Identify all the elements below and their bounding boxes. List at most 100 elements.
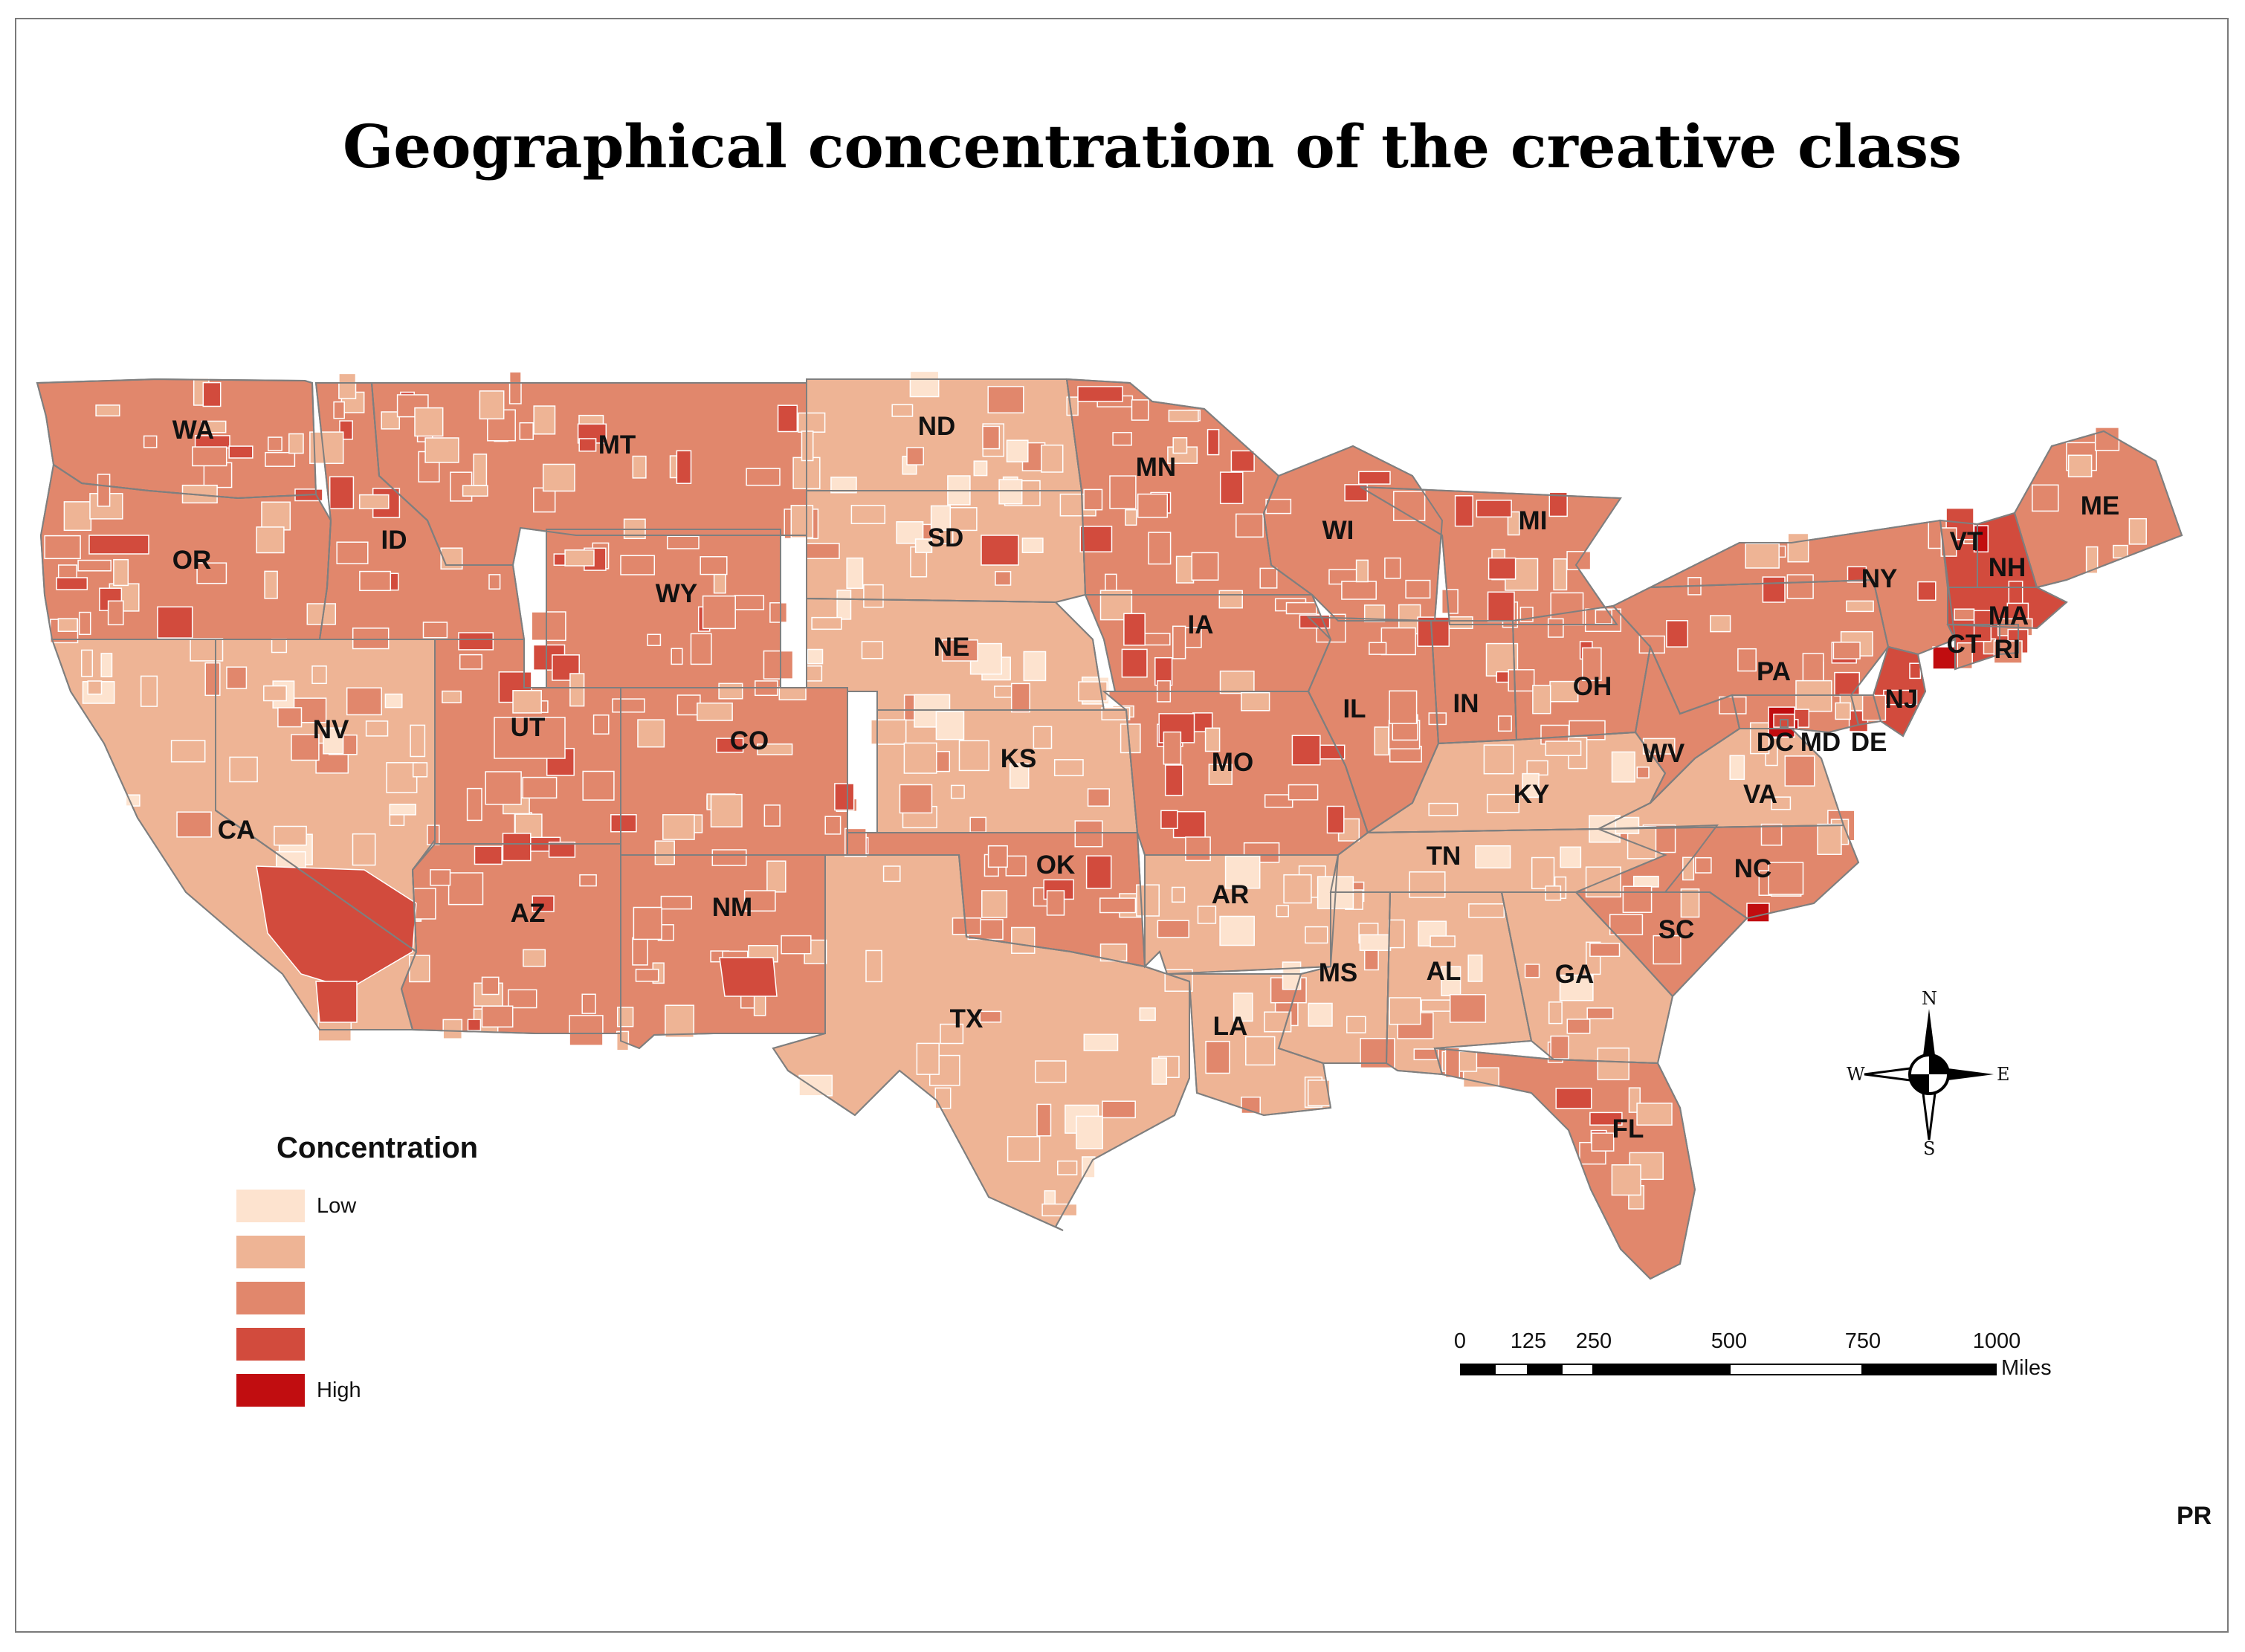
state-border-md xyxy=(1731,694,1860,734)
county-cell xyxy=(1083,488,1103,511)
state-label-or: OR xyxy=(172,546,212,575)
county-cell xyxy=(1524,964,1540,978)
county-cell xyxy=(1550,1035,1569,1059)
county-cell xyxy=(485,771,522,805)
state-border-wi xyxy=(1262,445,1444,622)
county-cell xyxy=(265,451,296,467)
state-label-md: MD xyxy=(1800,728,1841,757)
state-label-mn: MN xyxy=(1136,453,1176,482)
county-cell xyxy=(1120,723,1141,754)
county-cell xyxy=(1074,820,1103,848)
county-cell xyxy=(592,714,610,735)
county-cell xyxy=(711,849,747,866)
county-cell xyxy=(1102,1100,1136,1119)
county-cell xyxy=(612,698,645,713)
county-cell xyxy=(1021,538,1044,553)
county-cell xyxy=(979,1010,1002,1023)
county-cell xyxy=(1413,1048,1439,1061)
county-cell xyxy=(488,574,501,590)
county-cell xyxy=(422,622,448,639)
county-cell xyxy=(201,420,227,433)
state-label-nh: NH xyxy=(1989,553,2026,582)
county-cell xyxy=(56,577,88,590)
county-cell xyxy=(311,665,327,685)
state-label-ri: RI xyxy=(1994,635,2020,664)
county-cell xyxy=(836,590,852,620)
county-cell xyxy=(271,638,288,654)
county-cell xyxy=(1615,816,1640,834)
legend-title: Concentration xyxy=(277,1132,479,1164)
county-cell xyxy=(1468,903,1505,918)
county-cell xyxy=(1487,557,1516,580)
county-cell xyxy=(1160,810,1178,830)
county-cell xyxy=(610,814,637,833)
county-cell xyxy=(769,602,788,623)
state-border-ne xyxy=(806,597,1105,711)
county-cell xyxy=(1191,552,1219,581)
state-label-la: LA xyxy=(1213,1012,1248,1041)
county-cell xyxy=(870,719,907,745)
county-cell xyxy=(1230,450,1255,472)
county-cell xyxy=(1083,1033,1119,1051)
county-cell xyxy=(291,734,320,761)
county-cell xyxy=(1745,543,1780,569)
county-cell xyxy=(97,474,111,507)
county-cell xyxy=(1175,555,1195,584)
county-cell xyxy=(1023,651,1047,682)
county-cell xyxy=(1467,954,1483,982)
county-cell xyxy=(1151,1057,1167,1085)
state-label-wa: WA xyxy=(172,416,214,445)
county-cell xyxy=(790,505,814,538)
state-label-mi: MI xyxy=(1519,506,1548,535)
state-label-in: IN xyxy=(1453,689,1479,718)
county-hotspot xyxy=(88,535,149,555)
county-cell xyxy=(1259,567,1278,589)
county-cell xyxy=(766,860,786,893)
county-cell xyxy=(998,479,1023,505)
county-cell xyxy=(798,1074,833,1097)
scale-segment xyxy=(1729,1364,1863,1375)
county-cell xyxy=(909,370,940,398)
county-cell xyxy=(228,445,253,459)
state-label-nv: NV xyxy=(313,715,349,744)
county-cell xyxy=(1476,500,1512,518)
county-cell xyxy=(533,405,556,435)
county-cell xyxy=(1589,943,1621,958)
legend-swatch-1 xyxy=(236,1190,305,1222)
county-cell xyxy=(1139,1007,1156,1022)
county-cell xyxy=(734,595,765,610)
county-cell xyxy=(170,740,206,763)
county-cell xyxy=(564,549,595,567)
county-cell xyxy=(1346,1016,1366,1033)
county-cell xyxy=(743,890,776,912)
county-cell xyxy=(935,711,965,741)
county-cell xyxy=(941,639,978,662)
county-cell xyxy=(358,494,390,509)
county-cell xyxy=(1085,855,1112,889)
state-border-ma xyxy=(1947,587,2068,630)
county-cell xyxy=(1497,715,1512,732)
county-cell xyxy=(256,526,285,554)
state-label-nm: NM xyxy=(712,893,752,922)
county-cell xyxy=(1208,764,1233,785)
county-cell xyxy=(824,816,842,835)
map-frame xyxy=(15,18,2229,1633)
county-cell xyxy=(1449,994,1487,1023)
county-cell xyxy=(891,404,914,417)
county-cell xyxy=(1172,810,1206,839)
legend-item-3 xyxy=(236,1282,549,1314)
county-cell xyxy=(1123,613,1146,646)
county-cell xyxy=(662,814,695,840)
county-cell xyxy=(850,505,886,524)
county-cell xyxy=(1168,410,1199,422)
county-cell xyxy=(458,632,494,651)
county-cell xyxy=(632,937,648,966)
county-cell xyxy=(196,562,227,584)
county-cell xyxy=(389,804,416,816)
state-label-va: VA xyxy=(1743,780,1777,809)
county-cell xyxy=(1548,491,1568,517)
state-label-id: ID xyxy=(381,526,407,555)
county-cell xyxy=(508,371,522,404)
county-cell xyxy=(635,968,659,982)
